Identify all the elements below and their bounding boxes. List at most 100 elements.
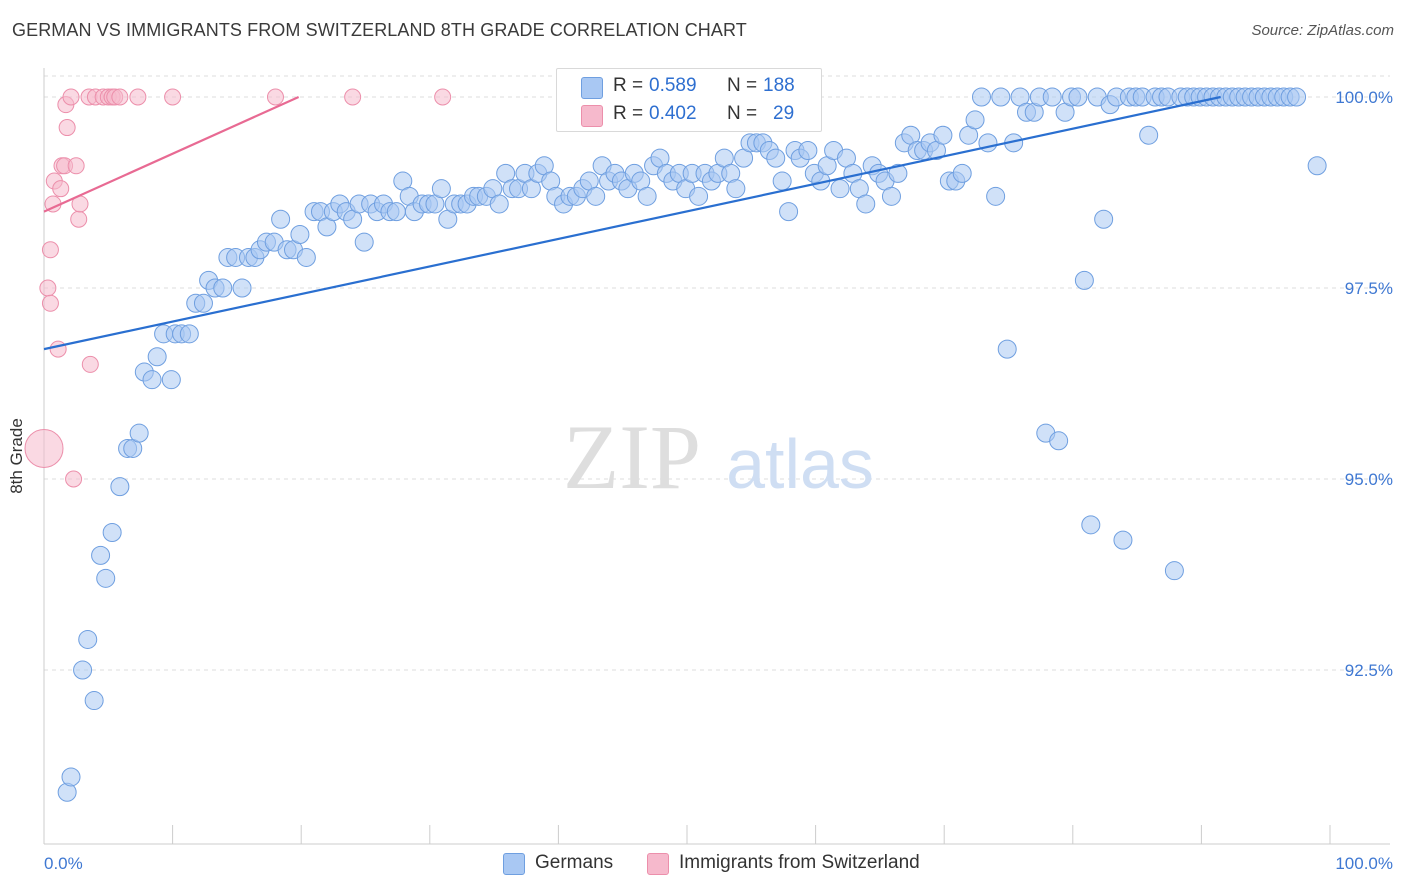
german-point (296, 247, 316, 267)
legend-r-label: R = (613, 75, 644, 96)
german-point (830, 179, 850, 199)
watermark-zip: ZIP (563, 406, 701, 508)
german-point (1113, 530, 1133, 550)
legend-n-label: N = (727, 75, 758, 96)
german-point (798, 140, 818, 160)
legend-n-value-swiss: 29 (773, 103, 795, 124)
data-points (24, 87, 1327, 802)
y-tick-label: 95.0% (1345, 470, 1393, 489)
swiss-trendline (43, 95, 300, 213)
bottom-legend-germans: Germans (503, 852, 633, 876)
german-point (102, 522, 122, 542)
german-point (193, 293, 213, 313)
swiss-point (58, 119, 76, 137)
swiss-point (434, 88, 452, 106)
legend-r-label: R = (613, 103, 644, 124)
german-point (726, 179, 746, 199)
trendlines (43, 95, 1221, 351)
german-point (888, 163, 908, 183)
swiss-point (65, 470, 83, 488)
german-point (991, 87, 1011, 107)
y-tick-label: 92.5% (1345, 661, 1393, 680)
german-point (110, 477, 130, 497)
swiss-point (111, 88, 129, 106)
german-point (933, 125, 953, 145)
german-point (986, 186, 1006, 206)
chart-title: GERMAN VS IMMIGRANTS FROM SWITZERLAND 8T… (12, 20, 747, 40)
german-point (1164, 561, 1184, 581)
bottom-legend-label-swiss: Immigrants from Switzerland (679, 852, 920, 873)
german-point (586, 186, 606, 206)
legend-r-value-germans: 0.589 (649, 75, 697, 96)
german-point (1068, 87, 1088, 107)
x-tick-label: 100.0% (1335, 854, 1393, 873)
german-point (689, 186, 709, 206)
german-point (1287, 87, 1307, 107)
german-point (84, 691, 104, 711)
german-point (78, 629, 98, 649)
watermark: ZIP atlas (563, 406, 874, 508)
german-trendline (43, 95, 1221, 351)
swiss-point (81, 355, 99, 373)
swiss-point (62, 88, 80, 106)
german-point (766, 148, 786, 168)
swiss-point (164, 88, 182, 106)
german-point (213, 278, 233, 298)
swiss-point (41, 294, 59, 312)
german-point (1094, 209, 1114, 229)
x-tick-label: 0.0% (44, 854, 83, 873)
bottom-legend-label-germans: Germans (535, 852, 614, 873)
german-point (971, 87, 991, 107)
german-point (61, 767, 81, 787)
german-point (91, 545, 111, 565)
swiss-point (49, 340, 67, 358)
german-point (772, 171, 792, 191)
german-point (881, 186, 901, 206)
german-point (1081, 515, 1101, 535)
swiss-point (266, 88, 284, 106)
swiss-point (52, 180, 70, 198)
german-point (965, 110, 985, 130)
german-point (161, 370, 181, 390)
swiss-point (129, 88, 147, 106)
german-point (73, 660, 93, 680)
y-axis-label: 8th Grade (7, 418, 26, 494)
german-point (96, 568, 116, 588)
german-point (147, 347, 167, 367)
swiss-point (344, 88, 362, 106)
bottom-legend-swatch-germans (503, 853, 525, 875)
german-point (1139, 125, 1159, 145)
german-point (129, 423, 149, 443)
correlation-legend: R = 0.589 N = 188 R = 0.402 N = 29 (556, 68, 822, 132)
legend-r-value-swiss: 0.402 (649, 103, 697, 124)
german-point (1042, 87, 1062, 107)
legend-n-label: N = (727, 103, 758, 124)
bottom-legend-swiss: Immigrants from Switzerland (647, 852, 947, 876)
swiss-point (39, 279, 57, 297)
german-point (290, 225, 310, 245)
legend-swatch-swiss (581, 105, 603, 127)
swiss-point (67, 157, 85, 175)
german-point (997, 339, 1017, 359)
german-point (952, 163, 972, 183)
german-point (1049, 431, 1069, 451)
german-point (856, 194, 876, 214)
german-point (142, 370, 162, 390)
watermark-atlas: atlas (726, 425, 874, 503)
german-point (179, 324, 199, 344)
swiss-point (41, 241, 59, 259)
german-point (637, 186, 657, 206)
german-point (271, 209, 291, 229)
y-tick-label: 97.5% (1345, 279, 1393, 298)
legend-n-value-germans: 188 (763, 75, 795, 96)
german-point (489, 194, 509, 214)
swiss-point (24, 428, 64, 468)
german-point (232, 278, 252, 298)
swiss-point (70, 210, 88, 228)
tick-labels: 92.5% 95.0% 97.5% 100.0% 0.0% 100.0% (44, 88, 1393, 873)
german-point (386, 202, 406, 222)
legend-swatch-germans (581, 77, 603, 99)
german-point (779, 202, 799, 222)
german-point (1074, 270, 1094, 290)
